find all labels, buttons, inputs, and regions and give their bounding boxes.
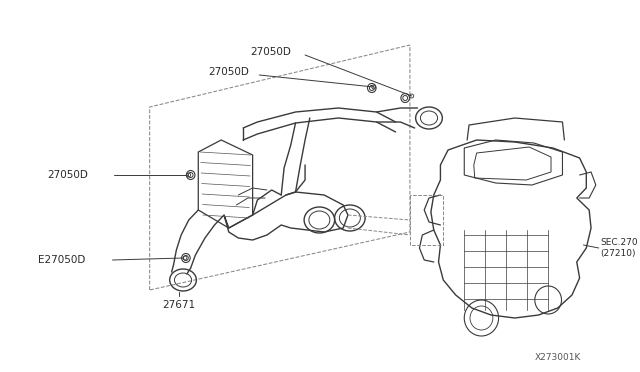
Text: 27671: 27671 [163, 300, 196, 310]
Text: X273001K: X273001K [535, 353, 582, 362]
Text: 27050D: 27050D [47, 170, 88, 180]
Polygon shape [198, 140, 253, 228]
Text: 27050D: 27050D [251, 47, 292, 57]
Text: E27050D: E27050D [38, 255, 86, 265]
Text: 27050D: 27050D [208, 67, 249, 77]
Text: SEC.270
(27210): SEC.270 (27210) [600, 238, 638, 258]
